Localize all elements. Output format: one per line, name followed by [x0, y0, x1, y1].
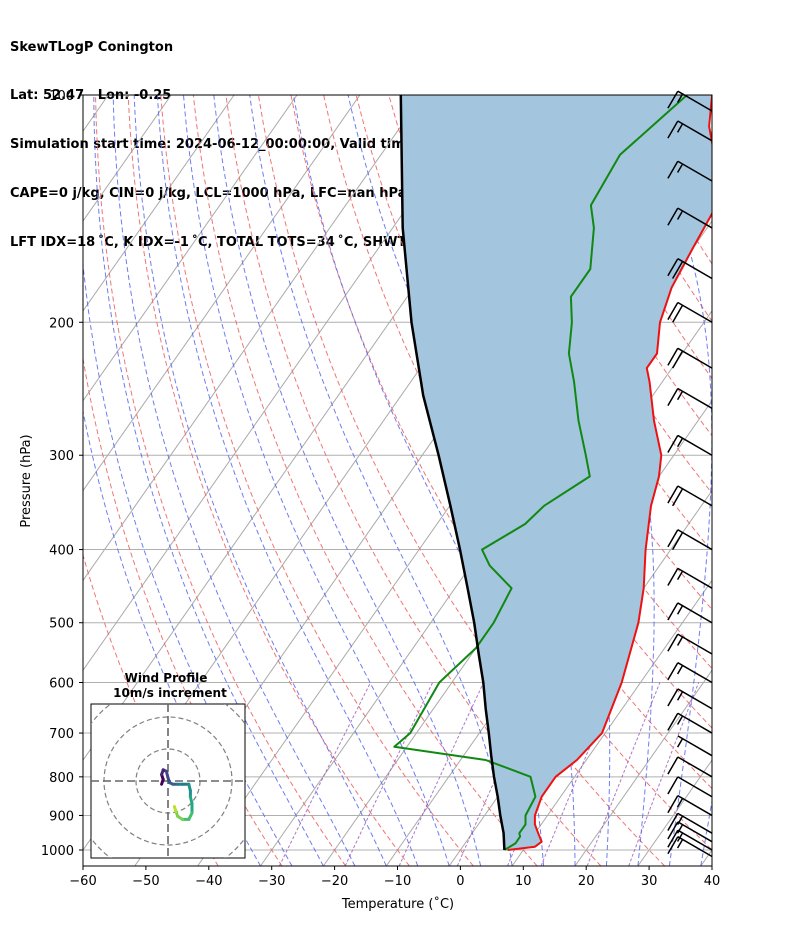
x-tick-label: 30 — [641, 874, 658, 889]
wind-barb — [667, 776, 713, 798]
header-location: Lat: 52.47 Lon: -0.25 — [10, 88, 172, 104]
y-tick-label: 400 — [49, 544, 74, 559]
moist-adiabat-line — [732, 95, 794, 866]
mixing-ratio-line — [628, 682, 700, 866]
isotherm-line — [83, 95, 235, 312]
y-tick-label: 900 — [49, 809, 74, 824]
wind-barb — [667, 821, 713, 843]
mixing-ratio-line — [586, 682, 661, 866]
dry-adiabat-line — [127, 95, 410, 866]
isotherm-line — [83, 95, 361, 492]
wind-barb — [667, 120, 713, 142]
x-tick-label: −40 — [195, 874, 222, 889]
temperature-line — [507, 95, 712, 851]
wind-barbs — [667, 90, 713, 858]
wind-barb — [667, 258, 713, 280]
isotherm-line — [700, 849, 712, 866]
wind-barb — [667, 567, 713, 589]
wind-barb — [667, 829, 713, 851]
moist-adiabat-line — [183, 95, 450, 866]
moist-adiabat-line — [700, 798, 712, 866]
mixing-ratio-line — [456, 682, 539, 866]
isotherm-line — [83, 95, 298, 402]
dry-adiabat-line — [225, 95, 602, 866]
y-tick-label: 600 — [49, 677, 74, 692]
cape-shading — [400, 95, 712, 850]
wind-barb — [667, 434, 713, 456]
parcel-line — [399, 95, 506, 851]
y-tick-label: 700 — [49, 727, 74, 742]
y-tick-label: 300 — [49, 449, 74, 464]
wind-barb — [667, 662, 713, 684]
wind-barb — [667, 485, 713, 507]
mixing-ratio-line — [344, 682, 434, 866]
y-tick-label: 1000 — [41, 844, 74, 859]
x-tick-label: −30 — [258, 874, 285, 889]
wind-barb — [667, 529, 713, 551]
wind-barb — [667, 347, 713, 369]
x-tick-label: −10 — [384, 874, 411, 889]
moist-adiabat-line — [213, 95, 482, 866]
x-tick-label: −60 — [69, 874, 96, 889]
mixing-ratio-line — [398, 682, 485, 866]
x-tick-label: −20 — [321, 874, 348, 889]
x-tick-label: −50 — [132, 874, 159, 889]
wind-barb — [667, 207, 713, 229]
x-axis-ticks: −60 −50 −40 −30 −20 −10 0 10 20 30 40 — [69, 866, 720, 889]
cape-area — [400, 95, 712, 850]
wind-barb — [667, 812, 713, 834]
dry-adiabat-line — [83, 553, 219, 866]
x-tick-label: 10 — [515, 874, 532, 889]
hodograph-inset: Wind Profile 10m/s increment — [90, 671, 246, 859]
y-tick-label: 200 — [49, 316, 74, 331]
y-axis-ticks: 100 200 300 400 500 600 700 800 900 1000 — [41, 89, 83, 859]
moist-adiabat-line — [156, 95, 419, 866]
x-tick-label: 20 — [578, 874, 595, 889]
y-tick-label: 800 — [49, 771, 74, 786]
wind-barb — [667, 795, 713, 817]
wind-barb — [667, 836, 713, 858]
wind-barb — [667, 602, 713, 624]
moist-adiabat-line — [112, 95, 356, 866]
x-tick-label: 40 — [704, 874, 721, 889]
wind-barb — [667, 387, 713, 409]
wind-barb — [676, 735, 713, 757]
x-tick-label: 0 — [456, 874, 464, 889]
dry-adiabat-line — [160, 95, 474, 866]
inset-subtitle: 10m/s increment — [113, 686, 227, 700]
dry-adiabat-line — [192, 95, 538, 866]
inset-title: Wind Profile — [125, 671, 208, 685]
y-tick-label: 500 — [49, 617, 74, 632]
x-axis-label: Temperature (˚C) — [341, 896, 454, 912]
isotherm-line — [574, 669, 712, 866]
moist-adiabat-line — [83, 260, 293, 866]
wind-barb — [667, 160, 713, 182]
y-axis-label: Pressure (hPa) — [19, 434, 34, 527]
wind-barb — [667, 633, 713, 655]
wind-barb — [667, 301, 713, 323]
isotherm-line — [764, 95, 794, 866]
y-tick-label: 100 — [49, 89, 74, 104]
header-station: SkewTLogP Conington — [10, 39, 174, 55]
mixing-ratio-line — [278, 682, 371, 866]
moist-adiabat-line — [133, 95, 387, 866]
dewpoint-line — [393, 95, 688, 851]
dry-adiabat-line — [83, 355, 283, 866]
wind-barb — [667, 688, 713, 710]
wind-barb — [667, 756, 713, 778]
isotherm-line — [83, 95, 424, 582]
hodograph-segment — [172, 805, 178, 813]
wind-barb — [667, 712, 713, 734]
isotherm-line — [83, 95, 487, 672]
isotherm-line — [511, 579, 712, 866]
dry-adiabat-line — [95, 95, 347, 866]
dry-adiabat-line — [747, 95, 794, 866]
dry-adiabat-line — [715, 95, 794, 866]
moist-adiabat-line — [93, 95, 324, 866]
profile-lines — [393, 95, 712, 851]
